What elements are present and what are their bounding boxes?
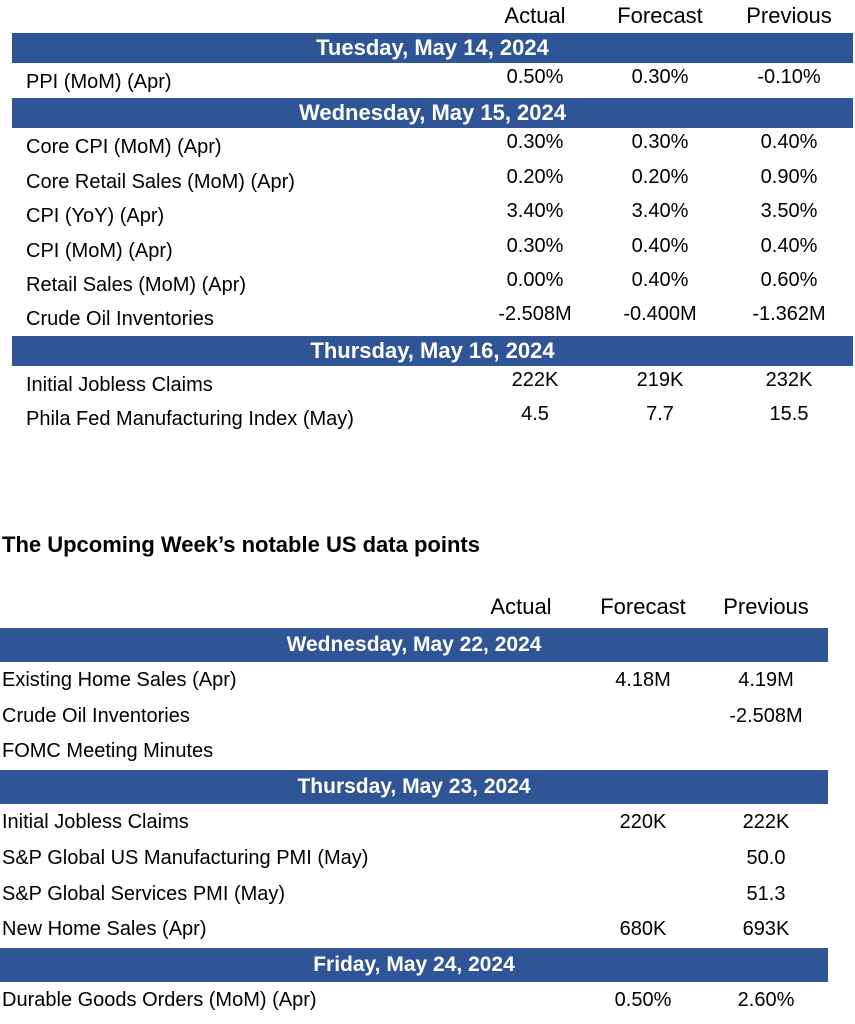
cell-value: 220K <box>619 811 667 834</box>
date-bar: Wednesday, May 22, 2024 <box>0 628 828 663</box>
cell-value: 0.30% <box>506 131 564 154</box>
row-label: Core CPI (MoM) (Apr) <box>26 136 222 159</box>
row-label: Existing Home Sales (Apr) <box>2 669 237 691</box>
cell-value: 4.19M <box>738 669 794 691</box>
cell-value: 4.5 <box>521 403 549 426</box>
row-label: Initial Jobless Claims <box>26 373 213 396</box>
row-label: S&P Global US Manufacturing PMI (May) <box>2 846 369 869</box>
row-label: Core Retail Sales (MoM) (Apr) <box>26 170 295 193</box>
cell-value: 0.60% <box>760 269 818 291</box>
date-bar: Thursday, May 23, 2024 <box>0 770 828 806</box>
cell-value: 0.20% <box>631 165 689 188</box>
column-header: Actual <box>504 3 566 28</box>
row-label: Retail Sales (MoM) (Apr) <box>26 274 247 296</box>
row-label: Crude Oil Inventories <box>26 308 214 331</box>
row-label: PPI (MoM) (Apr) <box>26 71 172 93</box>
cell-value: 232K <box>765 368 813 391</box>
cell-value: 693K <box>742 918 790 941</box>
cell-value: 0.50% <box>614 988 672 1011</box>
cell-value: 680K <box>619 918 667 941</box>
row-label: CPI (YoY) (Apr) <box>26 205 165 228</box>
cell-value: 0.50% <box>506 66 564 88</box>
cell-value: 0.30% <box>631 131 689 154</box>
date-bar: Tuesday, May 14, 2024 <box>12 33 853 64</box>
cell-value: 3.40% <box>506 200 564 223</box>
cell-value: 0.40% <box>631 234 689 257</box>
row-label: S&P Global Services PMI (May) <box>2 882 286 905</box>
cell-value: 4.18M <box>615 669 671 691</box>
cell-value: 0.40% <box>760 234 818 257</box>
cell-value: 7.7 <box>646 403 674 426</box>
cell-value: 0.30% <box>631 66 689 88</box>
cell-value: 0.90% <box>760 165 818 188</box>
cell-value: 51.3 <box>746 882 786 905</box>
column-header: Previous <box>723 594 809 619</box>
cell-value: 3.50% <box>760 200 818 223</box>
column-header: Actual <box>490 594 552 619</box>
cell-value: 15.5 <box>769 403 809 426</box>
cell-value: -2.508M <box>729 704 803 727</box>
cell-value: 0.40% <box>631 269 689 291</box>
cell-value: -0.400M <box>623 303 697 326</box>
row-label: Durable Goods Orders (MoM) (Apr) <box>2 988 317 1011</box>
cell-value: 0.20% <box>506 165 564 188</box>
column-header: Previous <box>746 3 832 28</box>
cell-value: 222K <box>742 811 790 834</box>
row-label: New Home Sales (Apr) <box>2 918 207 941</box>
cell-value: 50.0 <box>746 846 786 869</box>
section-heading: The Upcoming Week’s notable US data poin… <box>2 532 480 557</box>
row-label: FOMC Meeting Minutes <box>2 740 214 763</box>
cell-value: -2.508M <box>498 303 572 326</box>
cell-value: 0.40% <box>760 131 818 154</box>
row-label: Initial Jobless Claims <box>2 811 189 834</box>
date-bar: Wednesday, May 15, 2024 <box>12 98 853 130</box>
cell-value: 0.30% <box>506 234 564 257</box>
cell-value: 222K <box>511 368 559 391</box>
cell-value: 2.60% <box>737 988 795 1011</box>
cell-value: 3.40% <box>631 200 689 223</box>
date-bar: Thursday, May 16, 2024 <box>12 335 853 367</box>
row-label: CPI (MoM) (Apr) <box>26 239 173 262</box>
cell-value: 219K <box>636 368 684 391</box>
date-bar: Friday, May 24, 2024 <box>0 947 828 983</box>
column-header: Forecast <box>600 594 686 619</box>
row-label: Crude Oil Inventories <box>2 704 190 727</box>
row-label: Phila Fed Manufacturing Index (May) <box>26 408 354 431</box>
cell-value: -0.10% <box>757 66 821 88</box>
cell-value: 0.00% <box>506 269 564 291</box>
cell-value: -1.362M <box>752 303 826 326</box>
column-header: Forecast <box>617 3 703 28</box>
